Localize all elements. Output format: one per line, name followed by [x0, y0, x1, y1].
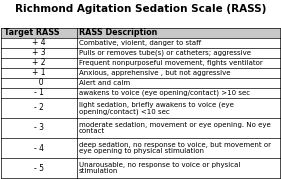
- Text: Alert and calm: Alert and calm: [79, 80, 130, 86]
- Text: moderate sedation, movement or eye opening. No eye
contact: moderate sedation, movement or eye openi…: [79, 122, 271, 134]
- Text: - 1: - 1: [34, 88, 44, 97]
- Text: light sedation, briefly awakens to voice (eye
opening/contact) <10 sec: light sedation, briefly awakens to voice…: [79, 101, 234, 115]
- Bar: [1, 28, 280, 38]
- Text: RASS Description: RASS Description: [79, 28, 157, 37]
- Text: awakens to voice (eye opening/contact) >10 sec: awakens to voice (eye opening/contact) >…: [79, 90, 250, 96]
- Text: + 3: + 3: [32, 48, 46, 57]
- Text: Pulls or removes tube(s) or catheters; aggressive: Pulls or removes tube(s) or catheters; a…: [79, 50, 251, 56]
- Text: Anxious, apprehensive , but not aggressive: Anxious, apprehensive , but not aggressi…: [79, 70, 230, 76]
- Text: + 2: + 2: [32, 58, 46, 67]
- Text: Unarousable, no response to voice or physical
stimulation: Unarousable, no response to voice or phy…: [79, 162, 240, 175]
- Text: Combative, violent, danger to staff: Combative, violent, danger to staff: [79, 40, 201, 46]
- Text: - 4: - 4: [34, 144, 44, 153]
- Text: + 1: + 1: [32, 68, 46, 77]
- Text: Richmond Agitation Sedation Scale (RASS): Richmond Agitation Sedation Scale (RASS): [15, 4, 266, 14]
- Text: - 2: - 2: [34, 103, 44, 112]
- Text: Frequent nonpurposeful movement, fights ventilator: Frequent nonpurposeful movement, fights …: [79, 60, 262, 66]
- Text: - 3: - 3: [34, 124, 44, 132]
- Text: deep sedation, no response to voice, but movement or
eye opening to physical sti: deep sedation, no response to voice, but…: [79, 142, 271, 154]
- Text: Target RASS: Target RASS: [4, 28, 59, 37]
- Text: + 4: + 4: [32, 38, 46, 47]
- Text: - 5: - 5: [34, 164, 44, 173]
- Text: 0: 0: [34, 78, 44, 87]
